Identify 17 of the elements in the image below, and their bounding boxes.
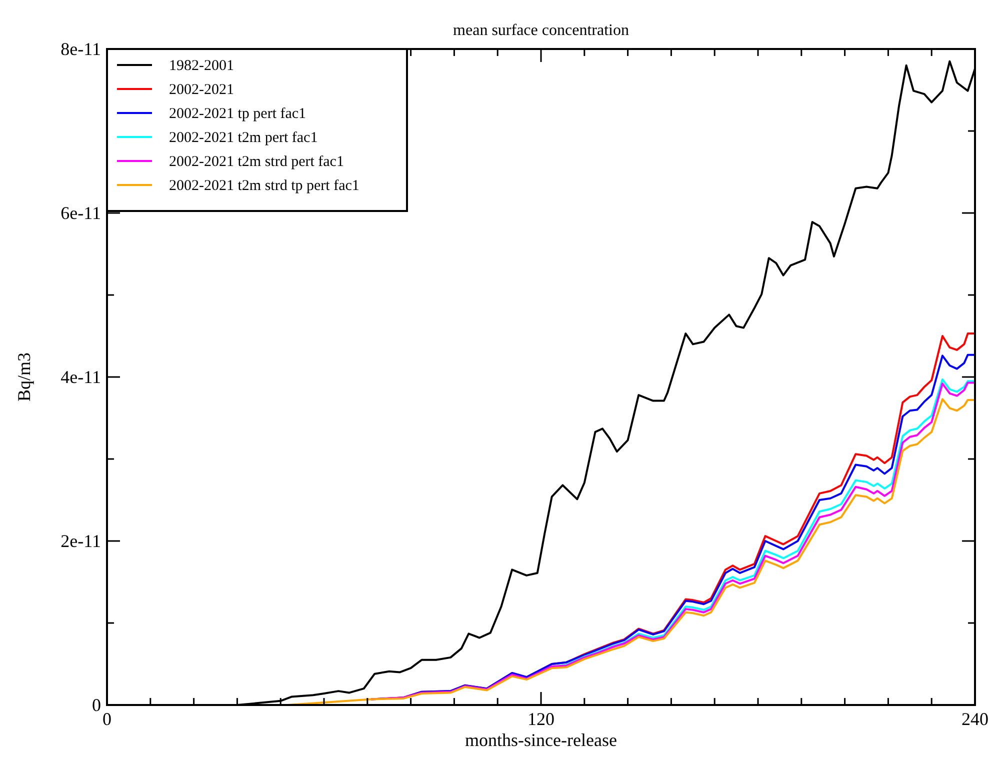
- y-tick-label: 4e-11: [60, 367, 101, 387]
- legend-label: 2002-2021: [169, 82, 234, 98]
- y-tick-label: 0: [92, 695, 101, 715]
- line-series: [550, 378, 976, 668]
- x-tick-label: 120: [528, 709, 554, 729]
- chart-title: mean surface concentration: [453, 22, 629, 39]
- x-tick-label: 240: [962, 709, 988, 729]
- y-tick-label: 6e-11: [60, 203, 101, 223]
- legend-label: 2002-2021 tp pert fac1: [169, 106, 306, 122]
- y-axis-title: Bq/m3: [14, 352, 34, 402]
- legend-label: 2002-2021 t2m strd tp pert fac1: [169, 178, 360, 194]
- legend-label: 1982-2001: [169, 58, 234, 74]
- y-tick-label: 2e-11: [60, 531, 101, 551]
- x-axis-title: months-since-release: [465, 730, 617, 750]
- y-tick-label: 8e-11: [60, 39, 101, 59]
- legend-label: 2002-2021 t2m strd pert fac1: [169, 154, 344, 170]
- legend-label: 2002-2021 t2m pert fac1: [169, 130, 318, 146]
